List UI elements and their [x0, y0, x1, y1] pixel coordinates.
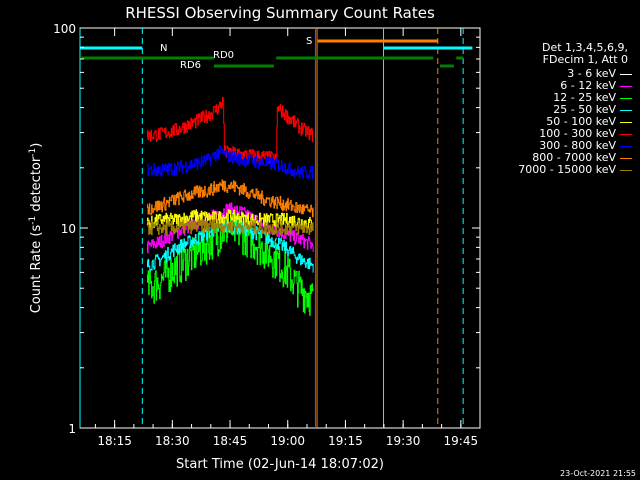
legend-swatch — [620, 169, 632, 171]
legend-swatch — [620, 133, 632, 135]
series-line-4-seg0 — [146, 209, 277, 230]
series-line-4-seg1 — [276, 212, 314, 230]
series-line-8-seg0 — [146, 218, 277, 236]
annotation-rd0: RD0 — [213, 50, 234, 61]
legend-item: 800 - 7000 keV — [532, 152, 632, 164]
x-tick-label: 18:30 — [155, 434, 190, 448]
legend-item: 3 - 6 keV — [567, 68, 632, 80]
y-tick-label: 100 — [53, 22, 76, 36]
legend-swatch — [620, 73, 632, 75]
series-line-6-seg0 — [146, 145, 277, 177]
series-line-7-seg1 — [276, 195, 314, 218]
legend-label: 7000 - 15000 keV — [518, 163, 616, 176]
annotation-n: N — [160, 43, 167, 54]
legend-label: 25 - 50 keV — [553, 103, 616, 116]
legend-label: 12 - 25 keV — [553, 91, 616, 104]
legend-item: 12 - 25 keV — [553, 92, 632, 104]
x-tick-label: 18:15 — [97, 434, 132, 448]
legend-header: Det 1,3,4,5,6,9, FDecim 1, Att 0 — [542, 42, 628, 66]
legend-item: 50 - 100 keV — [546, 116, 632, 128]
legend-label: 3 - 6 keV — [567, 67, 616, 80]
x-tick-label: 19:15 — [328, 434, 363, 448]
series-line-1-seg0 — [146, 202, 277, 254]
timestamp: 23-Oct-2021 21:55 — [560, 469, 636, 478]
x-axis-ticks: 18:15 18:30 18:45 19:00 19:15 19:30 19:45 — [94, 28, 479, 448]
series-line-0-seg0 — [146, 169, 277, 193]
legend-header-line-1: Det 1,3,4,5,6,9, — [541, 41, 628, 54]
legend-swatch — [620, 121, 632, 123]
annotation-rd6: RD6 — [180, 60, 201, 71]
legend-header-line-2: FDecim 1, Att 0 — [542, 53, 628, 66]
series-line-3-seg1 — [276, 237, 314, 273]
plot-frame — [79, 27, 481, 429]
chart-title: RHESSI Observing Summary Count Rates — [125, 4, 435, 22]
legend-label: 50 - 100 keV — [546, 115, 616, 128]
legend-item: 25 - 50 keV — [553, 104, 632, 116]
series-line-7-seg0 — [146, 179, 277, 215]
x-axis-label: Start Time (02-Jun-14 18:07:02) — [176, 457, 384, 472]
series-layer — [146, 96, 314, 316]
series-line-5-seg1 — [276, 103, 314, 160]
x-tick-label: 19:30 — [386, 434, 421, 448]
x-tick-label: 19:45 — [444, 434, 479, 448]
x-tick-label: 19:00 — [270, 434, 305, 448]
flags-layer — [79, 28, 473, 428]
legend-label: 6 - 12 keV — [560, 79, 616, 92]
x-tick-label: 18:45 — [213, 434, 248, 448]
annotation-s: S — [306, 36, 312, 47]
legend-item: 6 - 12 keV — [560, 80, 632, 92]
y-tick-label: 10 — [61, 222, 76, 236]
legend-swatch — [620, 97, 632, 99]
legend-item: 100 - 300 keV — [539, 128, 632, 140]
legend-item: 7000 - 15000 keV — [518, 164, 632, 176]
series-line-2-seg1 — [276, 246, 314, 316]
series-line-5-seg0 — [146, 96, 277, 165]
y-tick-label: 1 — [68, 422, 76, 436]
y-axis-label: Count Rate (s-1 detector-1) — [28, 143, 44, 314]
legend-label: 100 - 300 keV — [539, 127, 616, 140]
legend-label: 800 - 7000 keV — [532, 151, 616, 164]
legend-swatch — [620, 145, 632, 147]
legend-swatch — [620, 109, 632, 111]
series-line-8-seg1 — [276, 220, 314, 236]
series-line-6-seg1 — [276, 159, 314, 180]
legend-swatch — [620, 157, 632, 159]
y-axis-ticks: 1 10 100 — [53, 22, 480, 436]
legend-swatch — [620, 85, 632, 87]
legend-label: 300 - 800 keV — [539, 139, 616, 152]
legend-item: 300 - 800 keV — [539, 140, 632, 152]
